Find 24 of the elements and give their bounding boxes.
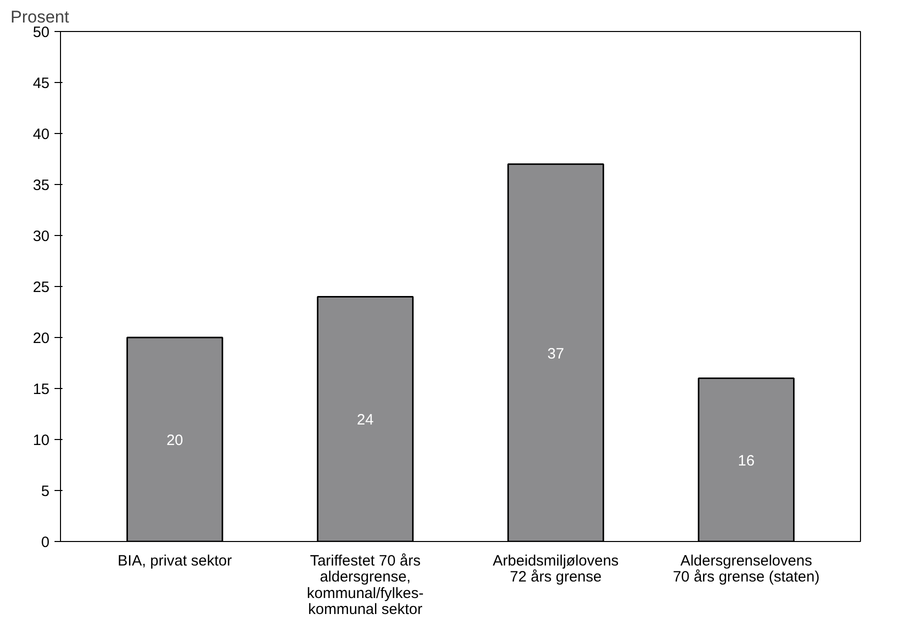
y-tick-label: 30 <box>32 228 50 245</box>
y-tick-label: 15 <box>32 381 50 398</box>
x-tick-label: Tariffestet 70 års aldersgrense, kommunal/fylkes- kommunal sektor <box>306 552 424 618</box>
data-label: 24 <box>356 412 374 429</box>
y-tick-label: 25 <box>32 279 50 296</box>
y-tick-label: 10 <box>32 432 50 449</box>
y-tick-label: 5 <box>41 483 50 500</box>
y-tick-label: 45 <box>32 75 50 92</box>
bar <box>698 378 795 542</box>
x-tick-label: Aldersgrenselovens 70 års grense (staten) <box>672 552 820 586</box>
bar <box>126 336 224 542</box>
data-label: 20 <box>166 432 184 449</box>
data-label: 37 <box>547 345 564 362</box>
x-tick-label: Arbeidsmiljølovens 72 års grense <box>492 552 619 586</box>
data-label: 16 <box>738 452 755 470</box>
y-axis-title: Prosent <box>10 8 70 26</box>
y-tick-label: 50 <box>32 24 50 41</box>
x-tick-label: BIA, privat sektor <box>118 552 232 570</box>
bar <box>507 163 604 542</box>
bar <box>316 296 414 542</box>
y-tick-label: 35 <box>32 177 50 194</box>
y-tick-label: 40 <box>32 126 50 143</box>
y-tick-label: 20 <box>32 330 50 347</box>
y-tick-label: 0 <box>41 534 50 551</box>
